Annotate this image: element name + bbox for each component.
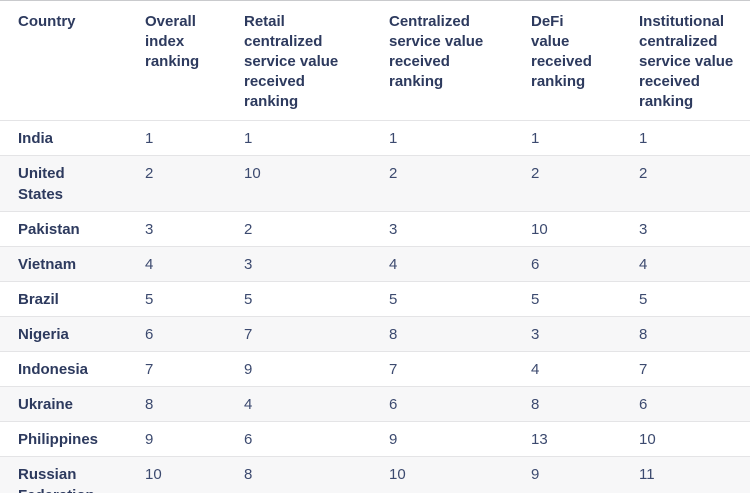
rank-cell: 5 <box>371 281 513 317</box>
rank-cell: 8 <box>226 456 371 493</box>
rank-cell: 2 <box>127 155 226 212</box>
table-row: Philippines 9 6 9 13 10 <box>0 421 750 457</box>
rank-cell: 3 <box>371 211 513 247</box>
table-row: United States 2 10 2 2 2 <box>0 155 750 212</box>
country-cell: Pakistan <box>0 211 127 247</box>
rank-cell: 6 <box>621 386 750 422</box>
rank-cell: 2 <box>226 211 371 247</box>
country-cell: Indonesia <box>0 351 127 387</box>
rank-cell: 1 <box>226 120 371 156</box>
rank-cell: 6 <box>127 316 226 352</box>
rank-cell: 6 <box>513 246 621 282</box>
column-header: Institutional centralized service value … <box>621 0 750 121</box>
rank-cell: 3 <box>127 211 226 247</box>
rank-cell: 5 <box>621 281 750 317</box>
column-header: Retail centralized service value receive… <box>226 0 371 121</box>
rank-cell: 4 <box>127 246 226 282</box>
rank-cell: 6 <box>371 386 513 422</box>
column-header: Overall index ranking <box>127 0 226 121</box>
table-row: Indonesia 7 9 7 4 7 <box>0 351 750 387</box>
rank-cell: 1 <box>621 120 750 156</box>
rank-cell: 1 <box>127 120 226 156</box>
rank-cell: 9 <box>371 421 513 457</box>
rank-cell: 7 <box>621 351 750 387</box>
rank-cell: 7 <box>127 351 226 387</box>
rank-cell: 6 <box>226 421 371 457</box>
table-body: India 1 1 1 1 1 United States 2 10 2 2 2 Pakistan 3 2 3… <box>0 120 750 493</box>
table-row: Nigeria 6 7 8 3 8 <box>0 316 750 352</box>
column-header: Centralized service value received ranki… <box>371 0 513 121</box>
rank-cell: 8 <box>621 316 750 352</box>
rank-cell: 9 <box>513 456 621 493</box>
rank-cell: 13 <box>513 421 621 457</box>
rank-cell: 8 <box>127 386 226 422</box>
column-header: DeFi value received ranking <box>513 0 621 121</box>
header-row: Country Overall index ranking Retail centr… <box>0 0 750 121</box>
rank-cell: 10 <box>371 456 513 493</box>
table-row: Russian Federation10810911 <box>0 456 750 493</box>
rank-cell: 2 <box>513 155 621 212</box>
rank-cell: 7 <box>226 316 371 352</box>
table-row: Ukraine 8 4 6 8 6 <box>0 386 750 422</box>
table-header: Country Overall index ranking Retail centr… <box>0 0 750 121</box>
rank-cell: 4 <box>513 351 621 387</box>
table-row: Vietnam 4 3 4 6 4 <box>0 246 750 282</box>
rank-cell: 9 <box>226 351 371 387</box>
table-row: India 1 1 1 1 1 <box>0 120 750 156</box>
rank-cell: 3 <box>226 246 371 282</box>
rank-cell: 10 <box>226 155 371 212</box>
rank-cell: 1 <box>513 120 621 156</box>
rank-cell: 10 <box>513 211 621 247</box>
rank-cell: 2 <box>621 155 750 212</box>
rank-cell: 8 <box>371 316 513 352</box>
rank-cell: 4 <box>621 246 750 282</box>
country-cell: United States <box>0 155 127 212</box>
rank-cell: 4 <box>226 386 371 422</box>
table-row: Pakistan 3 2 3 10 3 <box>0 211 750 247</box>
rank-cell: 11 <box>621 456 750 493</box>
country-cell: Vietnam <box>0 246 127 282</box>
rank-cell: 7 <box>371 351 513 387</box>
rank-cell: 2 <box>371 155 513 212</box>
rank-cell: 1 <box>371 120 513 156</box>
country-cell: Brazil <box>0 281 127 317</box>
rank-cell: 4 <box>371 246 513 282</box>
rank-cell: 10 <box>621 421 750 457</box>
country-cell: Nigeria <box>0 316 127 352</box>
country-cell: Russian Federation <box>0 456 127 493</box>
rank-cell: 9 <box>127 421 226 457</box>
rank-cell: 10 <box>127 456 226 493</box>
rank-cell: 8 <box>513 386 621 422</box>
rank-cell: 3 <box>621 211 750 247</box>
rank-cell: 5 <box>226 281 371 317</box>
column-header: Country <box>0 0 127 121</box>
rank-cell: 5 <box>127 281 226 317</box>
country-cell: Philippines <box>0 421 127 457</box>
rank-cell: 3 <box>513 316 621 352</box>
rank-cell: 5 <box>513 281 621 317</box>
table-row: Brazil 5 5 5 5 5 <box>0 281 750 317</box>
country-cell: India <box>0 120 127 156</box>
country-cell: Ukraine <box>0 386 127 422</box>
